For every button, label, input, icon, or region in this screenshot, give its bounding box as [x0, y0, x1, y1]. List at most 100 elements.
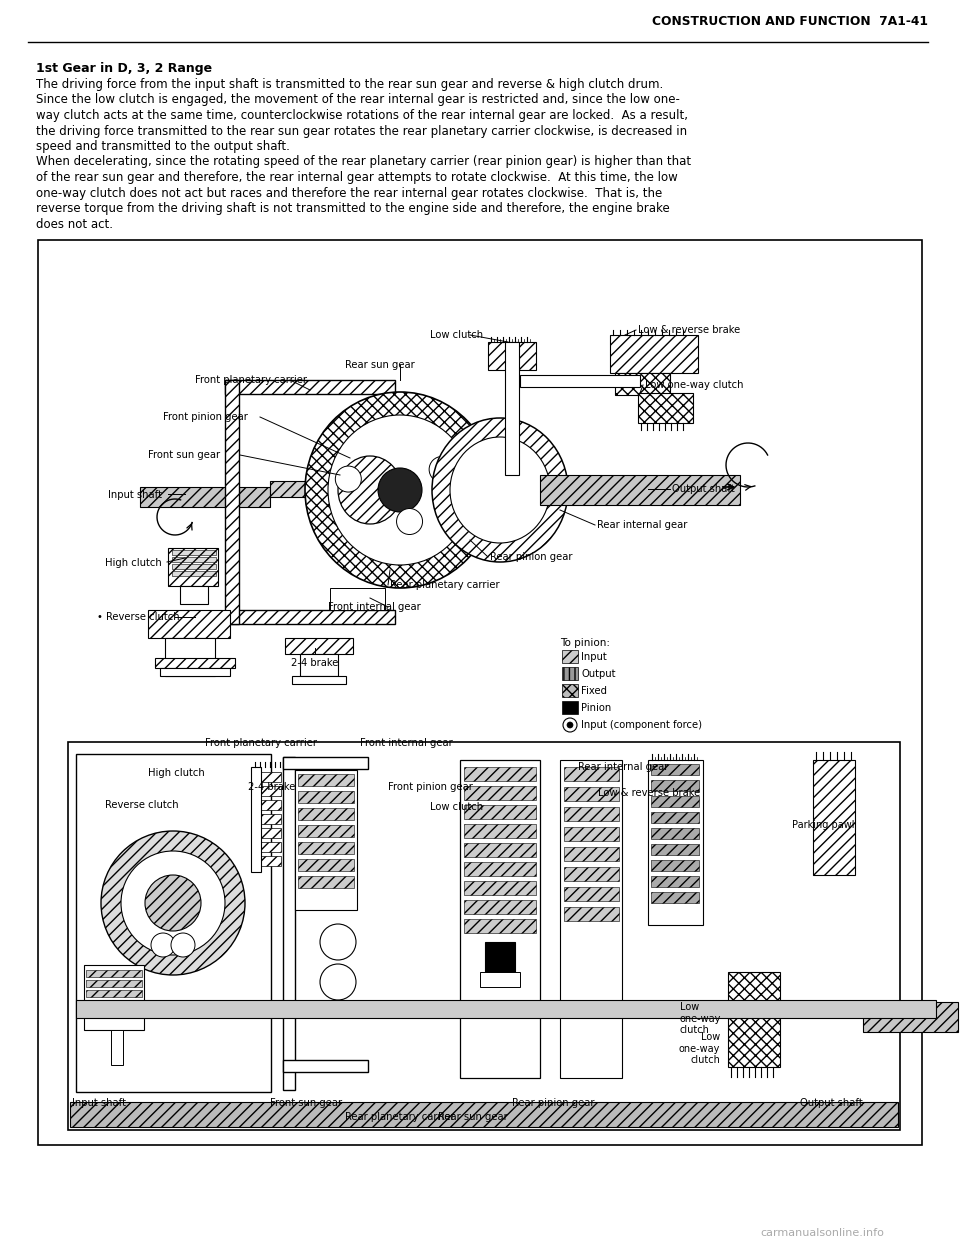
Bar — [562, 650, 578, 663]
Text: Rear sun gear: Rear sun gear — [345, 360, 415, 370]
Text: Rear internal gear: Rear internal gear — [597, 520, 687, 530]
Bar — [464, 768, 536, 781]
Bar — [148, 610, 230, 638]
Circle shape — [563, 718, 577, 732]
Bar — [651, 780, 699, 791]
Ellipse shape — [151, 933, 175, 958]
Text: Low
one-way
clutch: Low one-way clutch — [680, 1002, 721, 1035]
Text: Rear pinion gear: Rear pinion gear — [490, 551, 572, 561]
Bar — [300, 655, 338, 676]
Text: Input shaft: Input shaft — [108, 491, 162, 501]
Ellipse shape — [335, 466, 361, 492]
Text: Rear internal gear: Rear internal gear — [578, 763, 668, 773]
Ellipse shape — [320, 964, 356, 1000]
Bar — [172, 556, 216, 561]
Bar — [564, 768, 619, 781]
Bar — [464, 881, 536, 895]
Circle shape — [567, 722, 573, 728]
Bar — [464, 786, 536, 800]
Bar — [564, 867, 619, 881]
Bar — [225, 610, 395, 623]
Bar — [165, 638, 215, 676]
Ellipse shape — [396, 508, 422, 534]
Bar — [638, 392, 693, 424]
Text: Front sun gear: Front sun gear — [270, 1098, 342, 1108]
Text: Front internal gear: Front internal gear — [360, 738, 453, 748]
Bar — [68, 741, 900, 1130]
Text: Input: Input — [581, 652, 607, 662]
Bar — [251, 768, 261, 872]
Text: reverse torque from the driving shaft is not transmitted to the engine side and : reverse torque from the driving shaft is… — [36, 202, 670, 215]
Bar — [255, 773, 281, 782]
Ellipse shape — [378, 468, 422, 512]
Bar — [813, 760, 855, 876]
Bar — [464, 843, 536, 857]
Bar — [562, 700, 578, 714]
Bar — [160, 668, 230, 676]
Bar — [255, 786, 281, 796]
Text: Rear planetary carrier: Rear planetary carrier — [345, 1112, 455, 1122]
Text: carmanualsonline.info: carmanualsonline.info — [760, 1228, 884, 1238]
Bar — [464, 823, 536, 838]
Bar — [330, 587, 385, 610]
Bar — [464, 862, 536, 876]
Bar — [84, 965, 144, 1030]
Text: High clutch: High clutch — [105, 558, 161, 568]
Bar — [283, 758, 368, 769]
Bar — [651, 876, 699, 887]
Bar — [86, 970, 142, 977]
Text: Low & reverse brake: Low & reverse brake — [638, 325, 740, 335]
Bar — [255, 800, 281, 810]
Text: Rear planetary carrier: Rear planetary carrier — [390, 580, 499, 590]
Text: Low clutch: Low clutch — [430, 330, 483, 340]
Ellipse shape — [450, 437, 550, 543]
Bar — [76, 754, 271, 1092]
Bar — [728, 972, 780, 1067]
Ellipse shape — [171, 933, 195, 958]
Bar — [140, 487, 270, 507]
Bar — [255, 856, 281, 866]
Bar — [76, 1000, 936, 1018]
Text: Front planetary carrier: Front planetary carrier — [195, 375, 307, 385]
Bar — [180, 586, 208, 604]
Bar — [255, 814, 281, 823]
Text: Front internal gear: Front internal gear — [328, 602, 420, 612]
Text: way clutch acts at the same time, counterclockwise rotations of the rear interna: way clutch acts at the same time, counte… — [36, 109, 688, 122]
Bar — [283, 758, 295, 1090]
Bar — [168, 548, 218, 586]
Text: The driving force from the input shaft is transmitted to the rear sun gear and r: The driving force from the input shaft i… — [36, 78, 663, 91]
Text: When decelerating, since the rotating speed of the rear planetary carrier (rear : When decelerating, since the rotating sp… — [36, 155, 691, 169]
Bar — [225, 380, 395, 394]
Ellipse shape — [338, 456, 402, 524]
Bar — [564, 827, 619, 841]
Bar — [480, 972, 520, 987]
Bar — [86, 990, 142, 997]
Bar — [298, 774, 354, 786]
Bar — [651, 892, 699, 903]
Bar — [615, 373, 670, 395]
Text: Pinion: Pinion — [581, 703, 612, 713]
Bar — [460, 760, 540, 1078]
Ellipse shape — [432, 419, 568, 561]
Text: Rear sun gear: Rear sun gear — [438, 1112, 508, 1122]
Bar — [70, 1102, 898, 1126]
Bar — [564, 907, 619, 922]
Bar — [540, 474, 740, 505]
Text: does not act.: does not act. — [36, 217, 113, 231]
Bar — [172, 564, 216, 569]
Text: • Reverse clutch: • Reverse clutch — [97, 612, 180, 622]
Bar — [610, 335, 698, 373]
Text: 2-4 brake: 2-4 brake — [291, 658, 339, 668]
Bar — [564, 847, 619, 861]
Bar — [651, 764, 699, 775]
Text: Low & reverse brake: Low & reverse brake — [598, 787, 700, 799]
Bar — [564, 887, 619, 900]
Text: Low one-way clutch: Low one-way clutch — [645, 380, 743, 390]
Bar — [651, 812, 699, 823]
Bar — [255, 828, 281, 838]
Text: of the rear sun gear and therefore, the rear internal gear attempts to rotate cl: of the rear sun gear and therefore, the … — [36, 171, 678, 184]
Ellipse shape — [328, 415, 472, 565]
Text: Front pinion gear: Front pinion gear — [163, 412, 248, 422]
Ellipse shape — [121, 851, 225, 955]
Bar — [485, 941, 515, 972]
